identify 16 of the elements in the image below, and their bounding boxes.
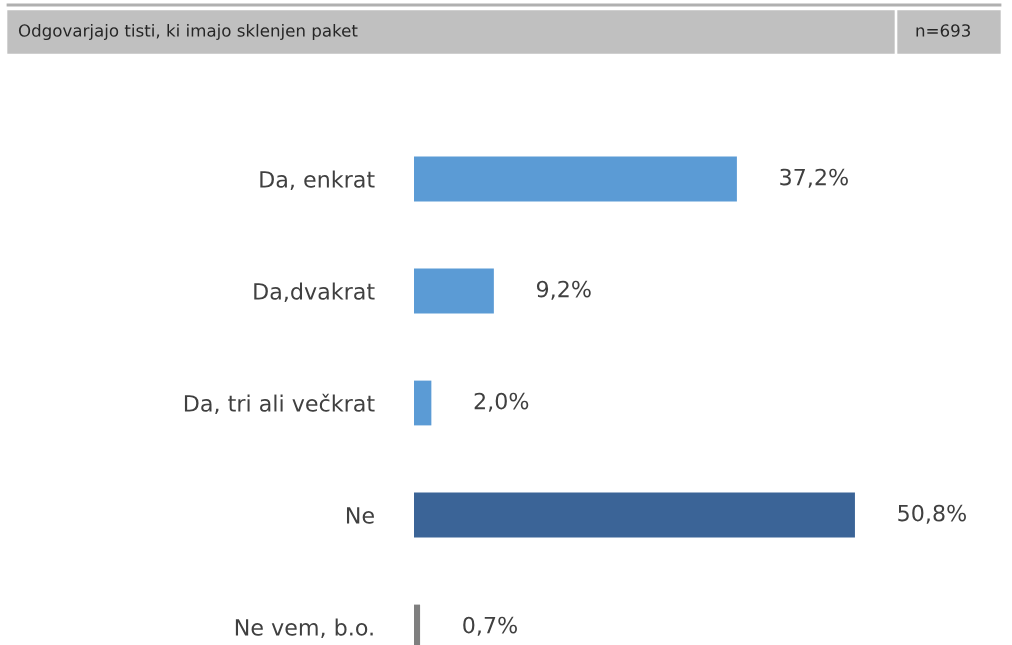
data-label: 9,2%: [536, 280, 591, 300]
data-label: 37,2%: [780, 168, 848, 188]
y-tick-label: Da, enkrat: [260, 170, 375, 191]
text: Odgovarjajo tisti, ki imajo sklenjen paket: [18, 23, 358, 41]
data-label: 2,0%: [474, 392, 529, 412]
bar: [414, 380, 432, 426]
bar: [414, 492, 855, 538]
y-tick-label: Da, tri ali večkrat: [184, 393, 375, 415]
text: n=693: [916, 24, 970, 37]
data-label: 50,8%: [898, 504, 966, 524]
data-label: 0,7%: [463, 616, 517, 636]
y-tick-label: Da,dvakrat: [254, 282, 375, 303]
y-tick-label: Ne: [346, 507, 374, 524]
y-tick-label: Ne vem, b.o.: [235, 618, 373, 639]
bar: [414, 156, 737, 202]
bar: [414, 268, 494, 314]
